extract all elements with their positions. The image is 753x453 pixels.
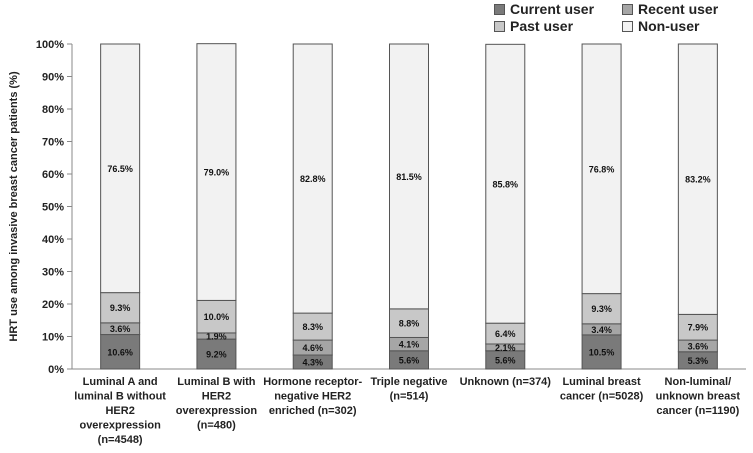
y-tick-label: 100% <box>36 39 64 51</box>
x-tick-label-line: Luminal A and <box>83 376 158 388</box>
x-tick-label-line: luminal B without <box>74 391 166 403</box>
x-tick-label-line: overexpression <box>79 420 161 432</box>
data-label: 10.6% <box>107 347 133 357</box>
y-tick-label: 40% <box>42 234 64 246</box>
data-label: 82.8% <box>300 174 326 184</box>
x-tick-label-line: overexpression <box>176 405 258 417</box>
bar-segment <box>581 334 622 370</box>
x-tick-label: Luminal A and luminal B without HER2 overex… <box>74 376 166 446</box>
x-tick-label-line: cancer (n=5028) <box>560 391 644 403</box>
bar-segment <box>581 43 622 295</box>
data-label: 6.4% <box>495 329 516 339</box>
bar-segment <box>581 293 622 325</box>
legend-item-current-user: Current user <box>494 1 594 17</box>
data-label: 2.1% <box>495 343 516 353</box>
y-tick-label: 70% <box>42 137 64 149</box>
bar-segment <box>389 308 429 338</box>
x-tick-label-line: negative HER2 <box>274 391 351 403</box>
y-tick-label: 30% <box>42 267 64 279</box>
x-tick-label-line: Triple negative <box>370 376 447 388</box>
x-tick-label-line: Unknown (n=374) <box>460 376 552 388</box>
data-label: 5.6% <box>495 355 516 365</box>
data-label: 5.6% <box>399 355 420 365</box>
bar-segment <box>677 313 718 341</box>
data-label: 4.6% <box>302 343 323 353</box>
data-label: 8.3% <box>302 322 323 332</box>
data-label: 81.5% <box>396 172 422 182</box>
data-label: 8.8% <box>399 319 420 329</box>
data-label: 5.3% <box>688 356 709 366</box>
data-label: 1.9% <box>206 332 227 342</box>
x-tick-label: Triple negative (n=514) <box>370 376 447 403</box>
y-tick-label: 90% <box>42 72 64 84</box>
bar-segment <box>292 312 333 341</box>
bar-segment <box>292 43 333 314</box>
data-label: 76.8% <box>589 164 615 174</box>
x-tick-label: Hormone receptor-negative HER2 enriched (… <box>263 376 362 417</box>
data-label: 3.6% <box>110 324 131 334</box>
x-tick-label-line: Luminal breast <box>562 376 641 388</box>
legend-swatch-recent-user <box>622 3 633 15</box>
data-label: 4.1% <box>399 340 420 350</box>
x-tick-label: Unknown (n=374) <box>460 376 552 388</box>
legend-item-past-user: Past user <box>494 18 573 34</box>
y-tick-label: 10% <box>42 332 64 344</box>
data-label: 3.6% <box>688 341 709 351</box>
data-label: 10.0% <box>204 312 230 322</box>
legend-label-current-user: Current user <box>510 1 595 17</box>
data-label: 3.4% <box>591 325 612 335</box>
legend-swatch-non-user <box>622 20 633 32</box>
bar-segment <box>389 43 429 310</box>
legend-label-non-user: Non-user <box>638 18 700 34</box>
x-tick-label-line: (n=480) <box>197 420 236 432</box>
bar-segment <box>485 43 526 324</box>
x-tick-label-line: cancer (n=1190) <box>656 405 739 417</box>
y-axis-title: HRT use among invasive breast cancer pat… <box>8 71 20 342</box>
x-tick-label-line: (n=514) <box>390 391 429 403</box>
x-tick-label-line: enriched (n=302) <box>269 405 357 417</box>
x-tick-label-line: (n=4548) <box>98 434 143 446</box>
bar-segment <box>196 43 237 301</box>
bar-segment <box>100 43 141 294</box>
y-tick-label: 60% <box>42 169 64 181</box>
x-tick-label: Luminal B with HER2 overexpression (n=480) <box>176 376 258 432</box>
x-tick-label-line: Luminal B with <box>177 376 256 388</box>
data-label: 7.9% <box>688 323 709 333</box>
y-tick-label: 0% <box>48 364 64 376</box>
legend-item-recent-user: Recent user <box>622 1 718 17</box>
data-label: 9.3% <box>110 303 131 313</box>
x-tick-label-line: HER2 <box>202 391 231 403</box>
legend-swatch-past-user <box>494 20 505 32</box>
legend-swatch-current-user <box>494 3 505 15</box>
y-tick-label: 20% <box>42 299 64 311</box>
y-tick-label: 80% <box>42 104 64 116</box>
y-tick-label: 50% <box>42 202 64 214</box>
data-label: 9.3% <box>591 304 612 314</box>
x-tick-label-line: HER2 <box>105 405 134 417</box>
x-tick-label: Non-luminal/unknown breast cancer (n=1190… <box>656 376 741 417</box>
legend-label-recent-user: Recent user <box>638 1 719 17</box>
x-tick-label-line: unknown breast <box>656 391 741 403</box>
bar-segment <box>677 43 718 315</box>
bar-segment <box>100 334 141 370</box>
data-label: 79.0% <box>204 168 230 178</box>
x-tick-label-line: Non-luminal/ <box>665 376 732 388</box>
data-label: 85.8% <box>493 179 519 189</box>
bar-segment <box>196 338 237 370</box>
legend-label-past-user: Past user <box>510 18 574 34</box>
x-tick-label: Luminal breast cancer (n=5028) <box>560 376 644 403</box>
data-label: 4.3% <box>302 358 323 368</box>
legend-item-non-user: Non-user <box>622 18 699 34</box>
data-label: 76.5% <box>107 164 133 174</box>
data-label: 10.5% <box>589 347 615 357</box>
data-label: 9.2% <box>206 350 227 360</box>
x-tick-label-line: Hormone receptor- <box>263 376 362 388</box>
data-label: 83.2% <box>685 175 711 185</box>
